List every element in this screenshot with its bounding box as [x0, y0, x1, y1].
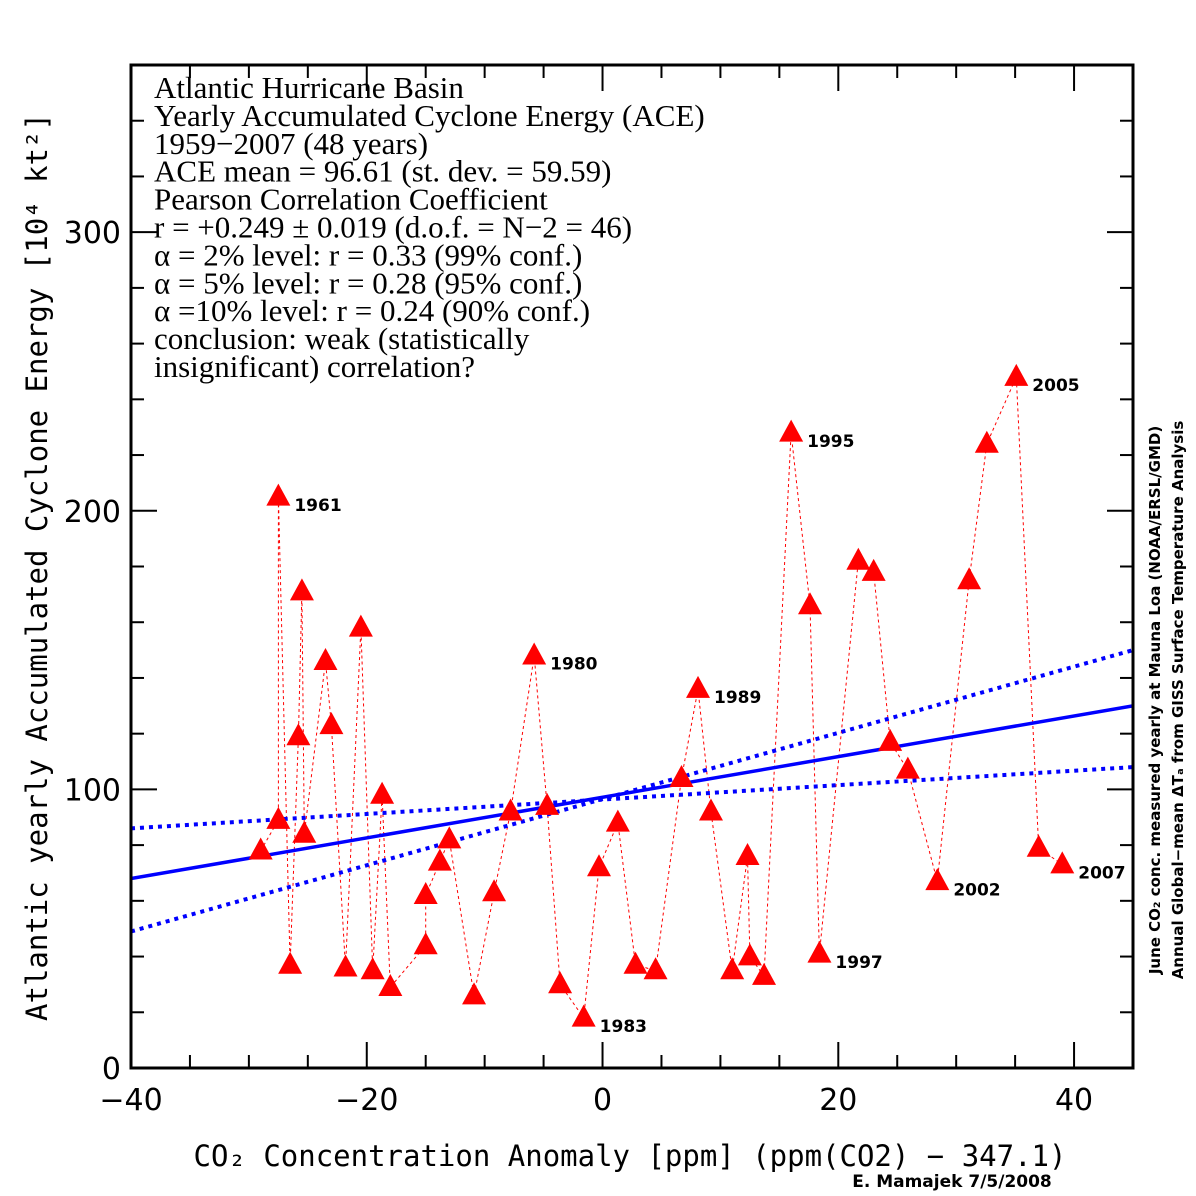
- data-point: [370, 781, 395, 804]
- data-point: [292, 820, 317, 843]
- data-point: [313, 648, 338, 671]
- annotation-line: α = 5% level: r = 0.28 (95% conf.): [154, 265, 582, 300]
- data-point: [807, 940, 832, 963]
- data-point: [669, 765, 694, 788]
- data-point: [735, 843, 760, 866]
- point-year-label: 1995: [807, 432, 854, 452]
- data-point: [957, 567, 982, 590]
- annotation-line: α =10% level: r = 0.24 (90% conf.): [154, 293, 590, 328]
- right-label-2: Annual Global−mean ΔTₐ from GISS Surface…: [1169, 421, 1187, 980]
- data-points: [248, 363, 1075, 1027]
- data-point: [737, 943, 762, 966]
- point-year-label: 1983: [600, 1017, 647, 1037]
- data-point: [413, 882, 438, 905]
- data-point: [548, 971, 573, 994]
- data-point: [437, 826, 462, 849]
- year-labels: 1961 1980 1983 1989 1995 1997 2002 2005 2007: [294, 376, 1125, 1037]
- annotation-line: Yearly Accumulated Cyclone Energy (ACE): [154, 98, 705, 133]
- x-axis-label: CO₂ Concentration Anomaly [ppm] (ppm(CO2…: [194, 1139, 1067, 1173]
- data-point: [571, 1004, 596, 1027]
- data-point: [427, 848, 452, 871]
- data-point: [878, 728, 903, 751]
- data-point: [522, 642, 547, 665]
- data-point: [752, 962, 777, 985]
- data-point: [779, 419, 804, 442]
- point-year-label: 2005: [1032, 376, 1079, 396]
- data-point: [861, 558, 886, 581]
- point-year-label: 2007: [1078, 864, 1125, 884]
- data-point: [698, 798, 723, 821]
- y-tick-label: 0: [102, 1052, 121, 1087]
- data-point: [266, 806, 291, 829]
- conf-band-upper: [131, 648, 1133, 934]
- annotation-line: 1959−2007 (48 years): [154, 126, 428, 161]
- tick-labels: −40 −20 0 20 40 0 100 200 300: [64, 216, 1093, 1118]
- y-axis-label: Atlantic yearly Accumulated Cyclone Ener…: [20, 113, 54, 1021]
- data-point: [720, 957, 745, 980]
- data-point: [1050, 851, 1075, 874]
- annotation-line: insignificant) correlation?: [154, 349, 475, 384]
- data-point: [348, 614, 373, 637]
- y-tick-label: 100: [64, 773, 121, 808]
- data-point: [319, 712, 344, 735]
- data-point: [286, 723, 311, 746]
- data-point: [643, 957, 668, 980]
- x-tick-label: 20: [819, 1083, 857, 1118]
- data-point: [686, 675, 711, 698]
- x-tick-label: −20: [335, 1083, 398, 1118]
- data-point: [605, 809, 630, 832]
- fit-line: [131, 704, 1133, 881]
- annotation-line: r = +0.249 ± 0.019 (d.o.f. = N−2 = 46): [154, 210, 632, 245]
- x-tick-label: −40: [99, 1083, 162, 1118]
- x-tick-label: 0: [593, 1083, 612, 1118]
- data-point: [1004, 363, 1029, 386]
- fit-lines: [131, 648, 1133, 934]
- y-tick-label: 200: [64, 495, 121, 530]
- axis-ticks: [130, 64, 1134, 1069]
- data-point: [498, 798, 523, 821]
- data-point: [925, 868, 950, 891]
- point-year-label: 1997: [835, 953, 882, 973]
- data-point: [1026, 834, 1051, 857]
- data-point: [482, 879, 507, 902]
- data-point: [586, 854, 611, 877]
- data-point: [289, 578, 314, 601]
- annotation-line: conclusion: weak (statistically: [154, 321, 530, 356]
- annotation-line: α = 2% level: r = 0.33 (99% conf.): [154, 237, 582, 272]
- data-point: [278, 951, 303, 974]
- x-tick-label: 40: [1055, 1083, 1093, 1118]
- y-tick-label: 300: [64, 216, 121, 251]
- annotation-line: Atlantic Hurricane Basin: [154, 70, 464, 105]
- point-year-label: 1961: [294, 496, 341, 516]
- right-label-1: June CO₂ conc. measured yearly at Mauna …: [1146, 426, 1164, 975]
- data-point: [535, 792, 560, 815]
- data-point: [974, 430, 999, 453]
- point-year-label: 2002: [953, 880, 1000, 900]
- data-point: [413, 932, 438, 955]
- point-year-label: 1989: [714, 688, 761, 708]
- data-point: [248, 837, 273, 860]
- data-point: [360, 957, 385, 980]
- point-year-label: 1980: [550, 655, 597, 675]
- data-point: [266, 483, 291, 506]
- data-point: [333, 954, 358, 977]
- data-point: [798, 592, 823, 615]
- data-point: [846, 547, 871, 570]
- data-point: [462, 982, 487, 1005]
- data-point: [378, 974, 403, 997]
- annotation-line: ACE mean = 96.61 (st. dev. = 59.59): [154, 154, 611, 189]
- data-point: [895, 756, 920, 779]
- annotation-line: Pearson Correlation Coefficient: [154, 182, 548, 217]
- credit-label: E. Mamajek 7/5/2008: [852, 1172, 1052, 1192]
- data-point: [623, 951, 648, 974]
